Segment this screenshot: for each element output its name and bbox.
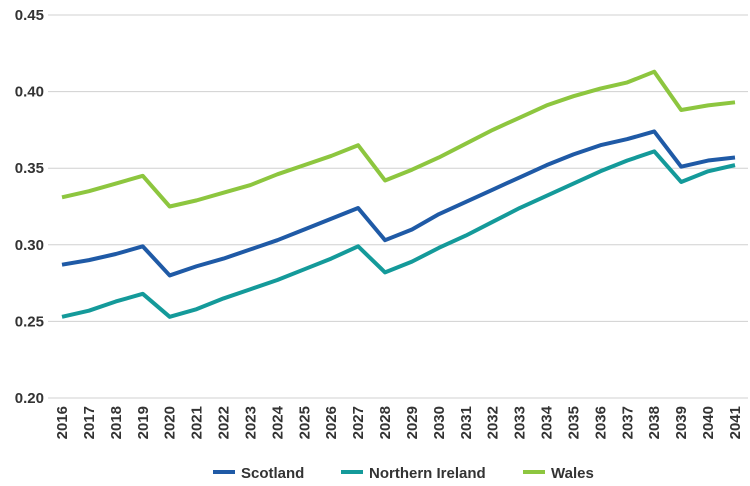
x-tick-label: 2036 [592,406,609,439]
x-tick-label: 2020 [162,406,179,439]
y-tick-label: 0.25 [15,313,44,330]
x-tick-label: 2030 [431,406,448,439]
x-tick-label: 2038 [646,406,663,439]
x-tick-label: 2019 [135,406,152,439]
y-tick-label: 0.30 [15,237,44,254]
x-tick-label: 2028 [377,406,394,439]
x-tick-label: 2023 [242,406,259,439]
x-tick-label: 2039 [673,406,690,439]
y-tick-label: 0.45 [15,7,44,24]
x-tick-label: 2029 [404,406,421,439]
legend-label: Scotland [241,465,304,482]
y-tick-label: 0.40 [15,84,44,101]
x-tick-label: 2024 [269,405,286,439]
y-tick-label: 0.35 [15,160,44,177]
x-tick-label: 2035 [565,406,582,439]
x-tick-label: 2033 [512,406,529,439]
y-tick-label: 0.20 [15,390,44,407]
x-tick-label: 2017 [81,406,98,439]
x-tick-label: 2031 [458,406,475,439]
x-tick-label: 2040 [700,406,717,439]
x-tick-label: 2018 [108,406,125,439]
x-tick-label: 2022 [216,406,233,439]
x-tick-label: 2032 [485,406,502,439]
line [61,149,736,319]
legend-label: Wales [551,465,594,482]
x-tick-label: 2026 [323,406,340,439]
x-tick-label: 2025 [296,406,313,439]
x-tick-label: 2027 [350,406,367,439]
x-tick-label: 2037 [619,406,636,439]
legend-label: Northern Ireland [369,465,486,482]
x-tick-label: 2041 [727,406,744,439]
x-tick-label: 2034 [539,405,556,439]
x-tick-label: 2016 [54,406,71,439]
line [61,129,736,278]
x-tick-label: 2021 [189,406,206,439]
line [61,69,736,209]
